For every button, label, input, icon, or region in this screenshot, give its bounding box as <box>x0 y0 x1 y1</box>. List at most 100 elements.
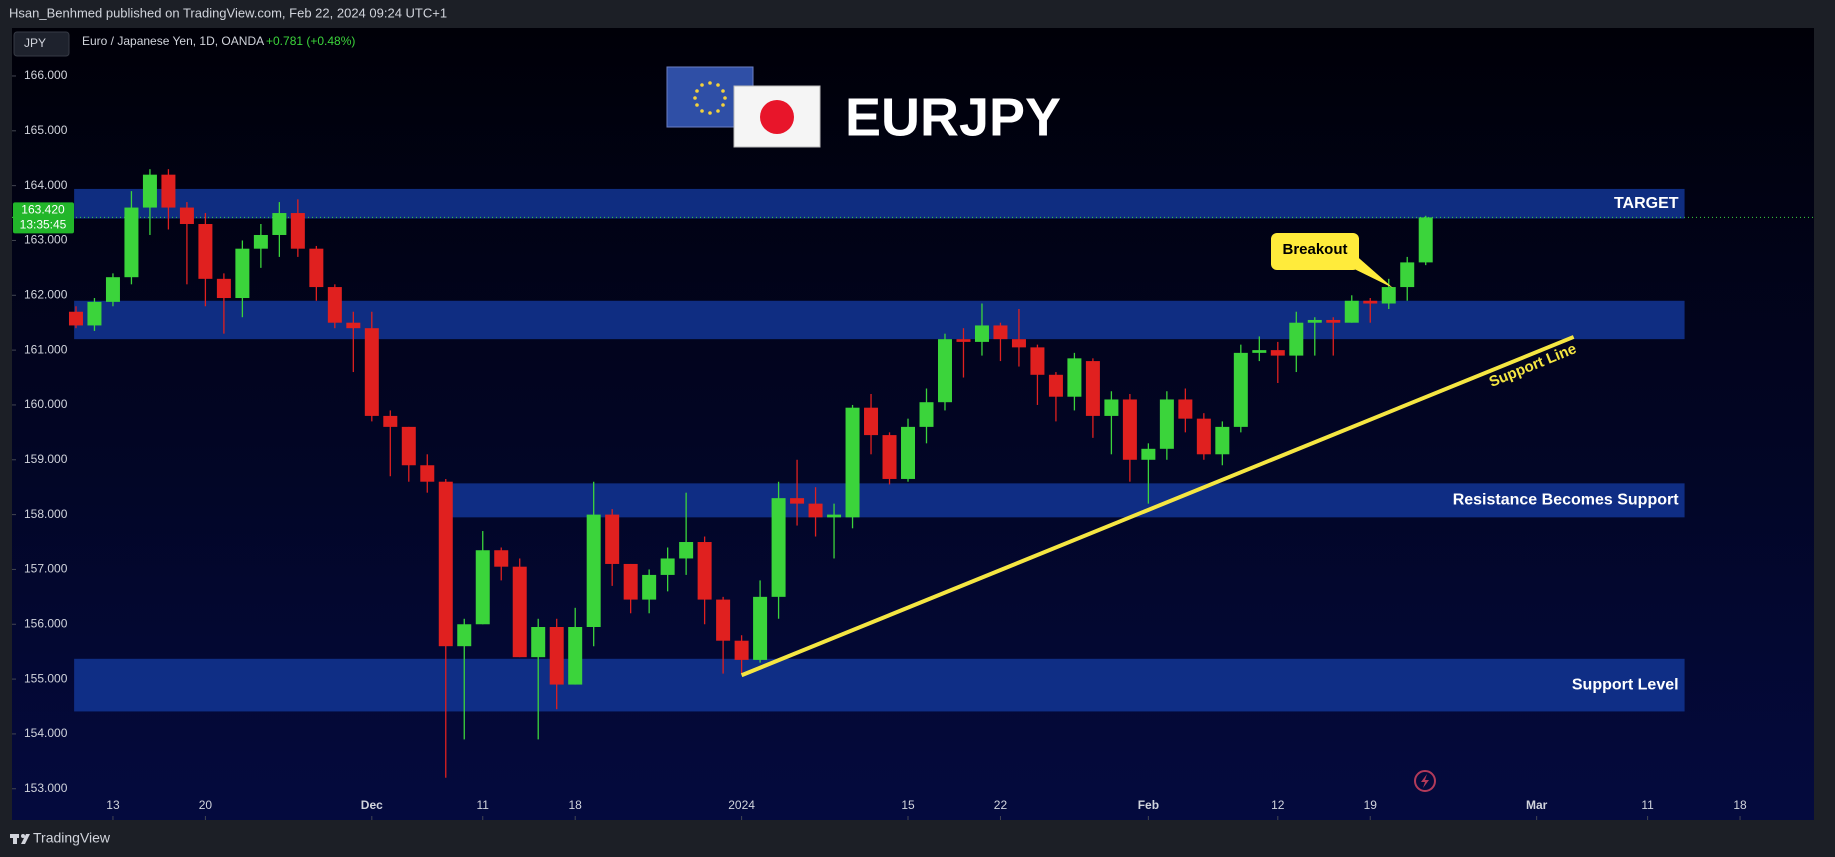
x-tick-label: 11 <box>1641 798 1654 812</box>
candle-body <box>1363 300 1378 304</box>
last-price-label: 163.420 <box>21 203 65 217</box>
y-tick-label: 154.000 <box>24 726 68 740</box>
candle-body <box>179 207 194 225</box>
candle-body <box>937 339 952 403</box>
candle-body <box>1011 339 1026 348</box>
candle-body <box>993 325 1008 340</box>
candle-body <box>364 328 379 416</box>
candle-body <box>549 627 564 685</box>
x-tick-label: Mar <box>1526 798 1548 812</box>
candle-body <box>1400 262 1415 288</box>
candle-body <box>1252 350 1267 353</box>
y-tick-label: 153.000 <box>24 781 68 795</box>
y-tick-label: 161.000 <box>24 342 68 356</box>
x-tick-label: 15 <box>901 798 915 812</box>
x-tick-label: 20 <box>199 798 213 812</box>
last-price-countdown: 13:35:45 <box>20 218 67 232</box>
symbol-text: JPY <box>24 36 46 50</box>
candle-body <box>1104 399 1119 416</box>
candle-body <box>1085 361 1100 416</box>
x-tick-label: 12 <box>1271 798 1285 812</box>
candle-body <box>142 174 157 208</box>
x-tick-label: Dec <box>361 798 383 812</box>
candle-body <box>457 624 472 647</box>
instrument: Euro / Japanese Yen, 1D, OANDA <box>82 34 264 48</box>
y-tick-label: 160.000 <box>24 397 68 411</box>
x-tick-label: 13 <box>106 798 120 812</box>
candle-body <box>1418 217 1433 263</box>
eu-stars <box>693 81 727 115</box>
zone-label: Support Level <box>1572 676 1679 693</box>
x-tick-label: 11 <box>477 798 490 812</box>
y-tick-label: 159.000 <box>24 452 68 466</box>
x-tick-label: 19 <box>1364 798 1378 812</box>
candle-body <box>1030 347 1045 375</box>
candle-body <box>1178 399 1193 419</box>
candle-body <box>1048 374 1063 397</box>
y-tick-label: 158.000 <box>24 507 68 521</box>
candle-body <box>68 311 83 326</box>
support-line <box>740 335 1575 678</box>
candle-body <box>753 596 768 660</box>
candle-body <box>919 402 934 427</box>
callout-text: Breakout <box>1282 241 1347 258</box>
candle-body <box>105 277 120 302</box>
candle-body <box>494 550 509 567</box>
candle-body <box>827 514 842 518</box>
candle-body <box>1344 300 1359 323</box>
x-tick-label: 22 <box>994 798 1008 812</box>
candle-body <box>734 640 749 660</box>
candle-body <box>1289 322 1304 356</box>
x-tick-label: 2024 <box>728 798 755 812</box>
zone <box>74 658 1685 712</box>
candle-body <box>623 563 638 600</box>
candle-body <box>1196 418 1211 455</box>
candle-body <box>87 301 102 326</box>
candle-body <box>956 339 971 342</box>
candle-body <box>1067 358 1082 397</box>
lightning-bolt <box>1421 774 1429 788</box>
y-tick-label: 155.000 <box>24 671 68 685</box>
candle-body <box>346 322 361 329</box>
candle-body <box>1141 448 1156 460</box>
y-tick-label: 165.000 <box>24 123 68 137</box>
candle-body <box>475 550 490 625</box>
candle-body <box>771 498 786 597</box>
zone-label: Resistance Becomes Support <box>1453 492 1680 509</box>
footer-logo <box>10 834 30 844</box>
zone <box>445 483 1685 518</box>
candle-body <box>1159 399 1174 449</box>
footer-brand: TradingView <box>33 830 111 846</box>
zone <box>74 188 1685 219</box>
symbol-box[interactable] <box>13 31 70 57</box>
candle-body <box>161 174 176 208</box>
candle-body <box>642 574 657 600</box>
flags <box>666 66 821 148</box>
x-tick-label: 18 <box>1733 798 1747 812</box>
y-tick-label: 164.000 <box>24 178 68 192</box>
chart-title: EURJPY <box>845 87 1061 147</box>
candle-body <box>1215 426 1230 455</box>
candle-body <box>974 325 989 342</box>
publisher: Hsan_Benhmed published on TradingView.co… <box>9 5 447 20</box>
y-tick-label: 166.000 <box>24 68 68 82</box>
candle-body <box>1381 287 1396 304</box>
candle-body <box>401 426 416 466</box>
candle-body <box>679 542 694 559</box>
candle-body <box>383 415 398 427</box>
candle-body <box>697 542 712 600</box>
candle-body <box>864 407 879 436</box>
candle-body <box>290 213 305 249</box>
candle-body <box>124 207 139 278</box>
candle-body <box>660 558 675 575</box>
lightning-icon[interactable] <box>1414 770 1436 792</box>
candle-body <box>568 627 583 685</box>
change: +0.781 (+0.48%) <box>266 34 355 48</box>
candle-body <box>198 224 213 279</box>
candle-body <box>1270 350 1285 356</box>
candle-body <box>438 481 453 647</box>
candle-body <box>901 426 916 479</box>
candle-body <box>845 407 860 518</box>
